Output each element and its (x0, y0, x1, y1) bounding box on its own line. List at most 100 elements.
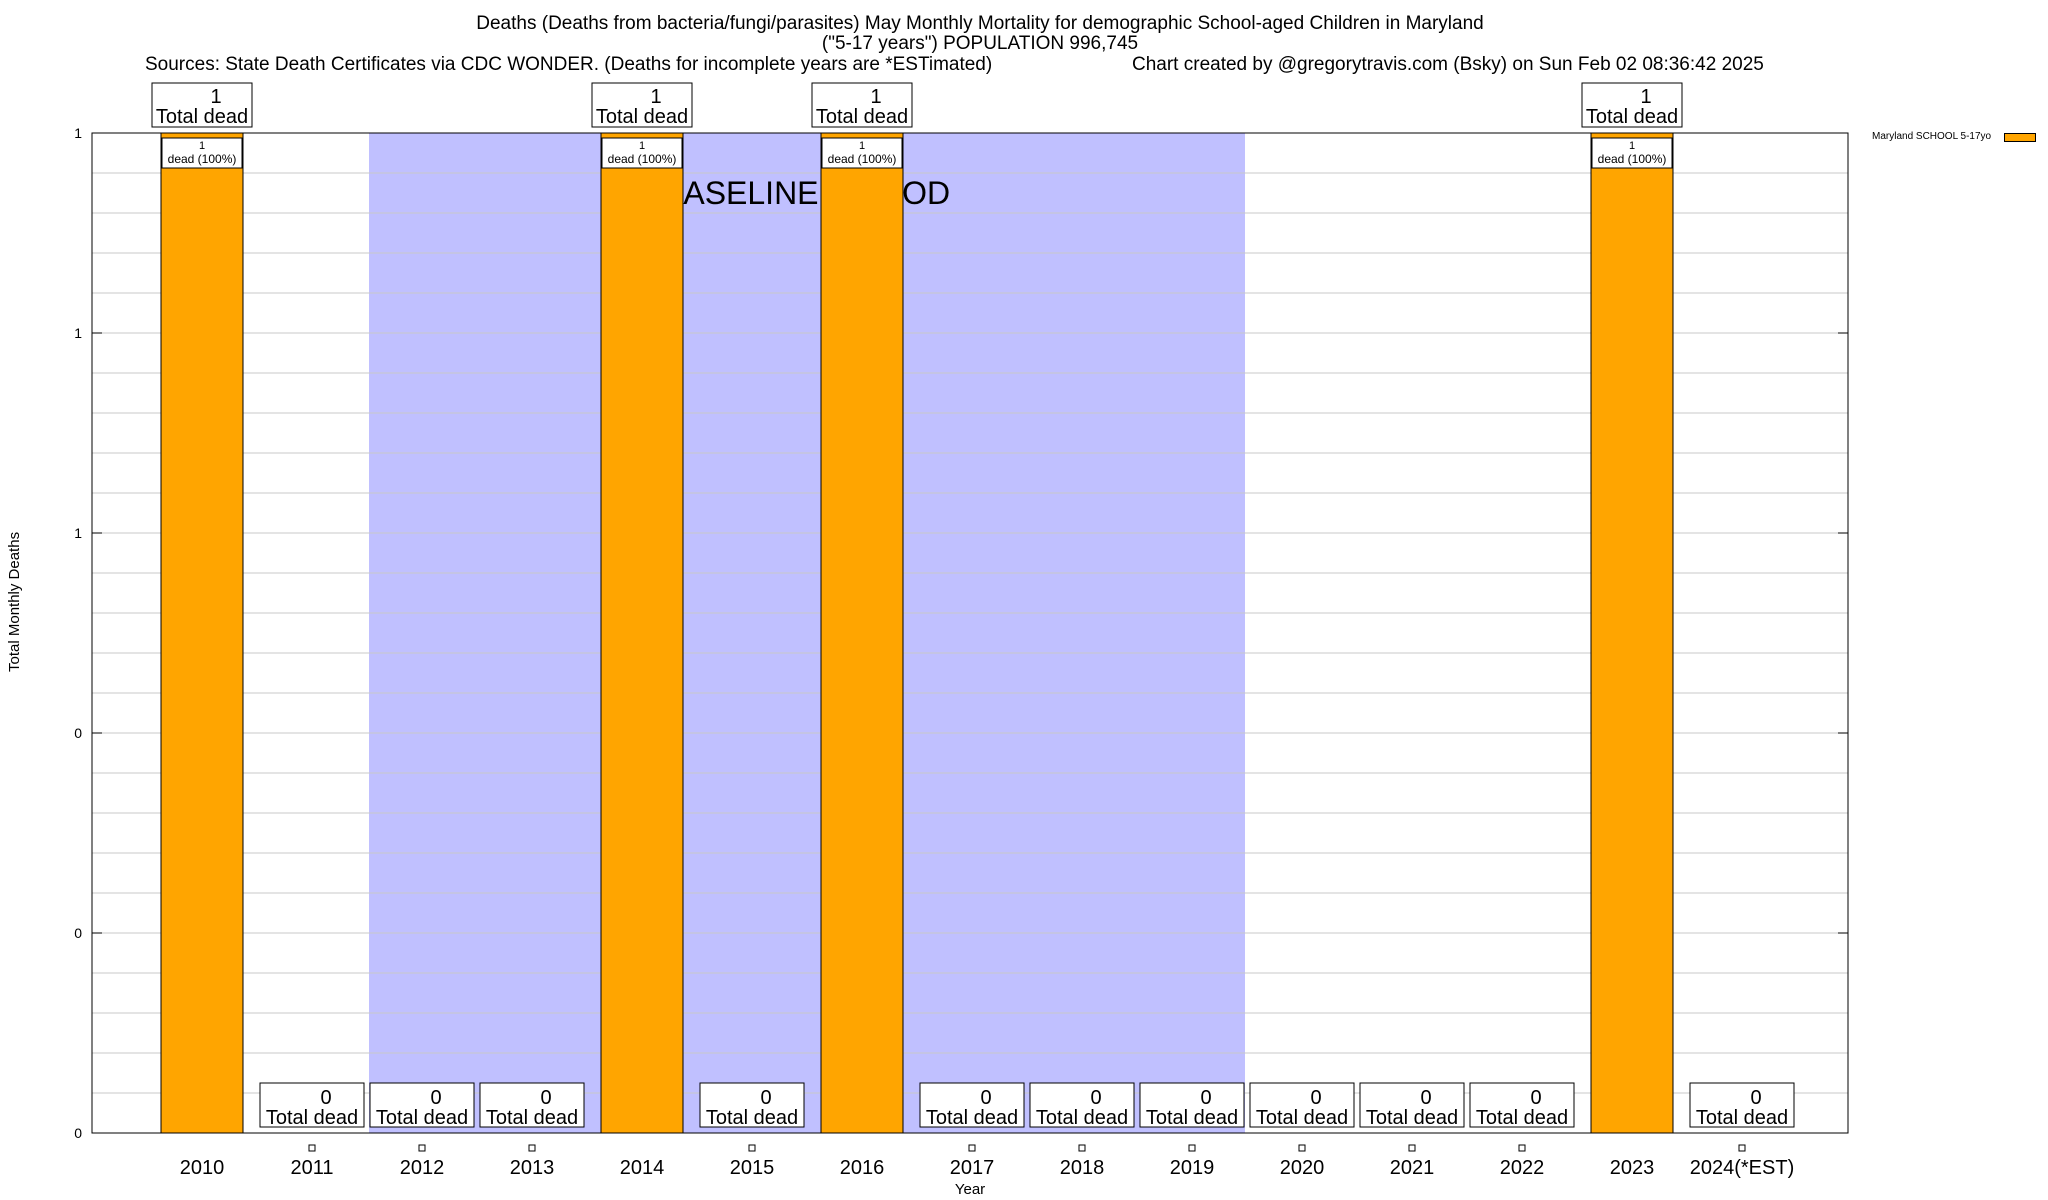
total-label-text: Total dead (1476, 1107, 1568, 1129)
x-tick-label: 2018 (1060, 1157, 1105, 1179)
total-label-text: Total dead (706, 1107, 798, 1129)
total-label-text: Total dead (1586, 106, 1678, 128)
x-tick-label: 2014 (620, 1157, 665, 1179)
total-label-box (369, 1082, 475, 1128)
total-label-box (1359, 1082, 1465, 1128)
y-tick-label: 1 (74, 125, 82, 141)
total-label-value: 0 (1530, 1087, 1541, 1109)
y-tick-label: 1 (74, 525, 82, 541)
total-label-box (1689, 1082, 1795, 1128)
total-label-text: Total dead (596, 106, 688, 128)
total-label-value: 1 (870, 86, 881, 108)
bar-annotation-value: 1 (639, 140, 645, 152)
y-tick-label: 0 (74, 925, 82, 941)
bar (160, 132, 244, 1134)
total-label-box (811, 82, 913, 128)
zero-marker (1738, 1144, 1746, 1152)
legend-swatch (2004, 133, 2036, 142)
x-tick-label: 2012 (400, 1157, 445, 1179)
total-label-value: 0 (1420, 1087, 1431, 1109)
x-tick-label: 2010 (180, 1157, 225, 1179)
x-tick-label: 2023 (1610, 1157, 1655, 1179)
plot-border (91, 132, 1849, 1134)
chart-credit: Chart created by @gregorytravis.com (Bsk… (1132, 54, 1764, 75)
total-label-value: 0 (540, 1087, 551, 1109)
total-label-text: Total dead (1696, 1107, 1788, 1129)
total-label-text: Total dead (1146, 1107, 1238, 1129)
total-label-box (1029, 1082, 1135, 1128)
bar-annotation-text: dead (100%) (608, 152, 677, 166)
bar-annotation-box (1591, 137, 1673, 169)
x-tick-label: 2019 (1170, 1157, 1215, 1179)
zero-marker (1298, 1144, 1306, 1152)
total-label-box (1139, 1082, 1245, 1128)
total-label-text: Total dead (156, 106, 248, 128)
total-label-value: 1 (210, 86, 221, 108)
zero-marker (418, 1144, 426, 1152)
baseline-period-label: BASELINE PERIOD (662, 175, 950, 211)
total-label-text: Total dead (1256, 1107, 1348, 1129)
total-label-box (1469, 1082, 1575, 1128)
baseline-period-band (369, 133, 1245, 1133)
total-label-value: 0 (1750, 1087, 1761, 1109)
total-label-value: 0 (320, 1087, 331, 1109)
bar-annotation-text: dead (100%) (828, 152, 897, 166)
total-label-box (591, 82, 693, 128)
bar-annotation-text: dead (100%) (1598, 152, 1667, 166)
chart-title: Deaths (Deaths from bacteria/fungi/paras… (476, 13, 1484, 34)
x-tick-label: 2020 (1280, 1157, 1325, 1179)
x-axis-label: Year (955, 1181, 985, 1198)
bar (820, 132, 904, 1134)
total-label-text: Total dead (376, 1107, 468, 1129)
total-label-text: Total dead (816, 106, 908, 128)
y-tick-label: 0 (74, 1125, 82, 1141)
total-label-value: 1 (1640, 86, 1651, 108)
legend-label: Maryland SCHOOL 5-17yo (1872, 131, 1992, 142)
total-label-value: 0 (1310, 1087, 1321, 1109)
x-tick-label: 2015 (730, 1157, 775, 1179)
zero-marker (748, 1144, 756, 1152)
chart-sources: Sources: State Death Certificates via CD… (145, 54, 993, 75)
x-tick-label: 2013 (510, 1157, 555, 1179)
y-tick-label: 0 (74, 725, 82, 741)
total-label-box (151, 82, 253, 128)
total-label-text: Total dead (1036, 1107, 1128, 1129)
total-label-text: Total dead (266, 1107, 358, 1129)
zero-marker (308, 1144, 316, 1152)
zero-marker (968, 1144, 976, 1152)
total-label-text: Total dead (486, 1107, 578, 1129)
total-label-value: 0 (430, 1087, 441, 1109)
x-tick-label: 2016 (840, 1157, 885, 1179)
total-label-box (1581, 82, 1683, 128)
zero-marker (1518, 1144, 1526, 1152)
total-label-box (1249, 1082, 1355, 1128)
bar-annotation-box (601, 137, 683, 169)
total-label-value: 0 (760, 1087, 771, 1109)
bar-annotation-value: 1 (1629, 140, 1635, 152)
total-label-value: 0 (980, 1087, 991, 1109)
bar-annotation-text: dead (100%) (168, 152, 237, 166)
zero-marker (528, 1144, 536, 1152)
zero-marker (1188, 1144, 1196, 1152)
x-tick-label: 2024(*EST) (1690, 1157, 1795, 1179)
x-tick-label: 2017 (950, 1157, 995, 1179)
total-label-box (259, 1082, 365, 1128)
zero-marker (1078, 1144, 1086, 1152)
chart-subtitle: ("5-17 years") POPULATION 996,745 (821, 33, 1139, 54)
bar (600, 132, 684, 1134)
total-label-box (919, 1082, 1025, 1128)
total-label-value: 1 (650, 86, 661, 108)
y-tick-label: 1 (74, 325, 82, 341)
x-tick-label: 2022 (1500, 1157, 1545, 1179)
total-label-box (699, 1082, 805, 1128)
x-tick-label: 2021 (1390, 1157, 1435, 1179)
total-label-value: 0 (1090, 1087, 1101, 1109)
bar (1590, 132, 1674, 1134)
x-tick-label: 2011 (290, 1157, 333, 1179)
total-label-text: Total dead (1366, 1107, 1458, 1129)
bar-annotation-value: 1 (859, 140, 865, 152)
total-label-box (479, 1082, 585, 1128)
total-label-text: Total dead (926, 1107, 1018, 1129)
bar-annotation-box (161, 137, 243, 169)
